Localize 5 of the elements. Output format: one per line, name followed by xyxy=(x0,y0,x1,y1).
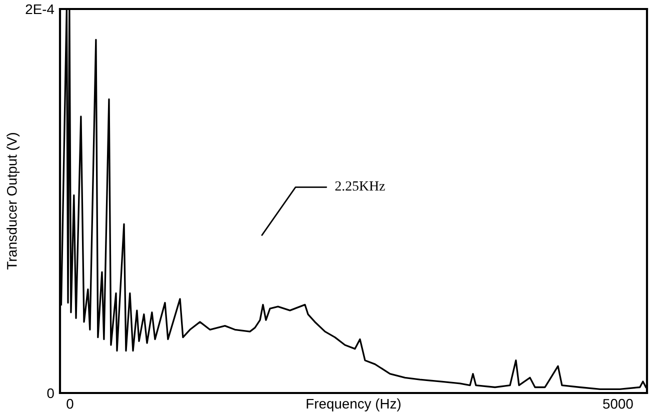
x-axis-title: Frequency (Hz) xyxy=(306,398,400,412)
annotation: 2.25KHz xyxy=(335,181,385,191)
x-tick-label: 5000 xyxy=(603,398,633,409)
y-axis-title: Transducer Output (V) xyxy=(6,133,20,270)
y-tick-label: 2E-4 xyxy=(26,4,54,14)
